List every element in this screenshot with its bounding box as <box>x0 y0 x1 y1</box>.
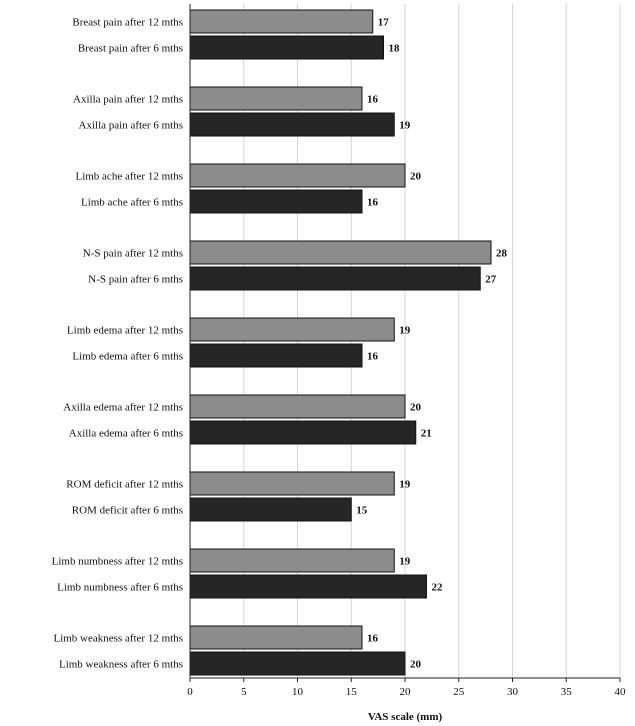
x-tick-label-4: 20 <box>400 686 412 698</box>
bar-6-1 <box>190 498 351 521</box>
bar-2-0 <box>190 164 405 187</box>
value-label-6-1: 15 <box>356 505 368 517</box>
category-label-0-0: Breast pain after 12 mths <box>72 17 183 29</box>
value-label-8-0: 16 <box>367 633 379 645</box>
bar-0-1 <box>190 36 384 59</box>
category-label-5-0: Axilla edema after 12 mths <box>63 402 183 414</box>
bar-5-1 <box>190 421 416 444</box>
x-tick-label-7: 35 <box>561 686 573 698</box>
category-labels: Breast pain after 12 mths Breast pain aft… <box>52 17 183 671</box>
category-label-6-0: ROM deficit after 12 mths <box>66 479 183 491</box>
bar-3-0 <box>190 241 491 264</box>
category-label-2-0: Limb ache after 12 mths <box>75 171 183 183</box>
bar-4-0 <box>190 318 394 341</box>
value-label-6-0: 19 <box>399 479 411 491</box>
x-axis-title: VAS scale (mm) <box>368 711 443 723</box>
bars <box>190 10 491 675</box>
bar-3-1 <box>190 267 480 290</box>
category-label-5-1: Axilla edema after 6 mths <box>69 428 183 440</box>
bar-8-0 <box>190 626 362 649</box>
category-label-3-1: N-S pain after 6 mths <box>88 274 183 286</box>
value-label-3-0: 28 <box>496 248 508 260</box>
value-label-2-0: 20 <box>410 171 422 183</box>
value-label-1-1: 19 <box>399 120 411 132</box>
value-label-5-1: 21 <box>421 428 432 440</box>
value-label-7-1: 22 <box>432 582 444 594</box>
x-tick-label-2: 10 <box>292 686 304 698</box>
x-tick-label-6: 30 <box>507 686 519 698</box>
bar-7-0 <box>190 549 394 572</box>
category-label-2-1: Limb ache after 6 mths <box>81 197 183 209</box>
bar-5-0 <box>190 395 405 418</box>
bar-0-0 <box>190 10 373 33</box>
x-tick-label-8: 40 <box>615 686 627 698</box>
value-label-7-0: 19 <box>399 556 411 568</box>
bar-2-1 <box>190 190 362 213</box>
bar-1-0 <box>190 87 362 110</box>
bar-6-0 <box>190 472 394 495</box>
value-label-4-0: 19 <box>399 325 411 337</box>
x-tick-label-5: 25 <box>453 686 465 698</box>
category-label-1-0: Axilla pain after 12 mths <box>73 94 183 106</box>
bar-8-1 <box>190 652 405 675</box>
bar-4-1 <box>190 344 362 367</box>
value-label-1-0: 16 <box>367 94 379 106</box>
value-label-5-0: 20 <box>410 402 422 414</box>
category-label-6-1: ROM deficit after 6 mths <box>72 505 183 517</box>
value-label-0-0: 17 <box>378 17 390 29</box>
bar-1-1 <box>190 113 394 136</box>
category-label-8-0: Limb weakness after 12 mths <box>53 633 183 645</box>
value-label-4-1: 16 <box>367 351 379 363</box>
category-label-3-0: N-S pain after 12 mths <box>83 248 183 260</box>
value-label-2-1: 16 <box>367 197 379 209</box>
category-label-0-1: Breast pain after 6 mths <box>78 43 183 55</box>
x-tick-label-1: 5 <box>241 686 247 698</box>
value-label-3-1: 27 <box>485 274 497 286</box>
category-label-7-0: Limb numbness after 12 mths <box>52 556 183 568</box>
category-label-4-1: Limb edema after 6 mths <box>72 351 183 363</box>
value-label-8-1: 20 <box>410 659 422 671</box>
value-label-0-1: 18 <box>389 43 401 55</box>
x-tick-label-0: 0 <box>187 686 193 698</box>
x-tick-label-3: 15 <box>346 686 358 698</box>
category-label-7-1: Limb numbness after 6 mths <box>57 582 183 594</box>
bar-7-1 <box>190 575 427 598</box>
category-label-1-1: Axilla pain after 6 mths <box>79 120 183 132</box>
category-label-8-1: Limb weakness after 6 mths <box>59 659 183 671</box>
category-label-4-0: Limb edema after 12 mths <box>67 325 183 337</box>
